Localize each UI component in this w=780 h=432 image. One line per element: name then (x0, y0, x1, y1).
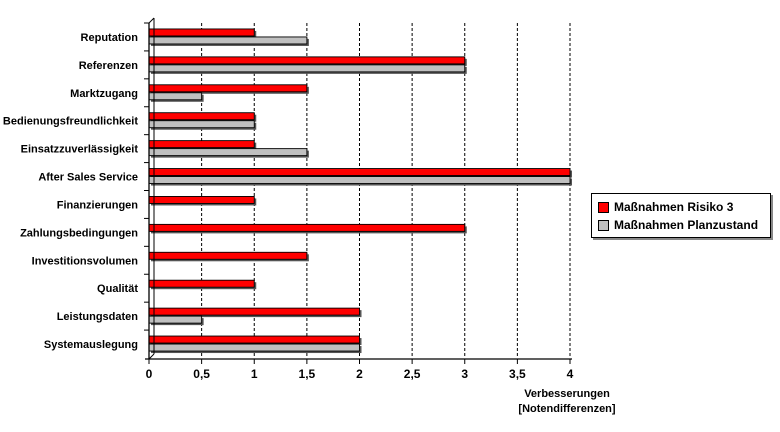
bar-fill (148, 92, 203, 101)
bar-fill (148, 168, 571, 176)
bar-fill (148, 140, 255, 149)
category-label-7: Zahlungsbedingungen (20, 227, 138, 239)
x-tick-label-7: 3,5 (509, 367, 526, 381)
x-tick-label-6: 3 (461, 367, 468, 381)
bar-fill (148, 176, 571, 184)
bar-fill (148, 56, 466, 65)
x-axis-title-line-2: [Notendifferenzen] (518, 403, 616, 415)
legend-label-risiko: Maßnahmen Risiko 3 (614, 200, 734, 214)
category-label-3: Bedienungsfreundlichkeit (3, 116, 138, 128)
legend-item-planzustand: Maßnahmen Planzustand (598, 216, 764, 234)
bar-s1-c2 (148, 92, 204, 102)
bar-fill (148, 223, 466, 232)
tick-labels: 0 0,5 1 1,5 2 2,5 3 3,5 4 (146, 367, 574, 381)
bar-s1-c0 (148, 36, 309, 46)
axes (144, 17, 572, 364)
x-tick-label-1: 0,5 (193, 367, 210, 381)
category-label-4: Einsatzzuverlässigkeit (21, 144, 139, 156)
x-tick-label-4: 2 (356, 367, 363, 381)
legend: Maßnahmen Risiko 3 Maßnahmen Planzustand (591, 193, 771, 238)
bar-s0-c6 (148, 196, 257, 206)
bar-fill (148, 36, 308, 45)
x-axis-title-line-1: Verbesserungen (524, 388, 610, 400)
bar-fill (148, 112, 255, 121)
bar-s0-c7 (148, 223, 467, 234)
bar-fill (148, 84, 308, 93)
bar-fill (148, 148, 308, 157)
legend-item-risiko: Maßnahmen Risiko 3 (598, 198, 764, 216)
bar-fill (148, 120, 255, 129)
category-labels: Reputation Referenzen Marktzugang Bedienung… (3, 32, 138, 351)
x-tick-label-2: 1 (251, 367, 258, 381)
category-label-8: Investitionsvolumen (32, 255, 139, 267)
gridlines (201, 23, 571, 358)
bar-fill (148, 279, 255, 288)
legend-swatch-planzustand (598, 219, 609, 231)
axis-depth-top (148, 17, 155, 24)
axis-depth-bottom (148, 353, 155, 360)
bar-s1-c3 (148, 120, 257, 130)
bar-s1-c4 (148, 148, 309, 158)
x-tick-label-3: 1,5 (299, 367, 316, 381)
category-label-5: After Sales Service (38, 172, 138, 184)
category-label-9: Qualität (97, 283, 138, 295)
bar-fill (148, 64, 466, 73)
x-tick-label-5: 2,5 (404, 367, 421, 381)
category-label-11: Systemauslegung (44, 339, 138, 351)
bar-s1-c11 (148, 343, 362, 354)
category-label-6: Finanzierungen (57, 199, 139, 211)
x-tick-label-0: 0 (146, 367, 153, 381)
legend-label-planzustand: Maßnahmen Planzustand (614, 218, 759, 232)
bar-s1-c1 (148, 64, 467, 74)
category-label-1: Referenzen (79, 60, 139, 72)
bar-fill (148, 28, 255, 37)
bar-fill (148, 343, 360, 352)
bar-fill (148, 335, 360, 344)
bar-s0-c8 (148, 251, 309, 262)
bar-fill (148, 196, 255, 204)
bar-s0-c9 (148, 279, 257, 290)
bar-s1-c10 (148, 315, 204, 326)
bar-fill (148, 251, 308, 260)
bar-s1-c5 (148, 176, 572, 186)
bar-fill (148, 307, 360, 316)
bar-fill (148, 315, 203, 324)
legend-swatch-risiko (598, 201, 609, 213)
x-tick-label-8: 4 (567, 367, 574, 381)
category-label-2: Marktzugang (70, 88, 138, 100)
category-label-10: Leistungsdaten (57, 311, 139, 323)
category-label-0: Reputation (81, 32, 139, 44)
bars (148, 28, 572, 354)
